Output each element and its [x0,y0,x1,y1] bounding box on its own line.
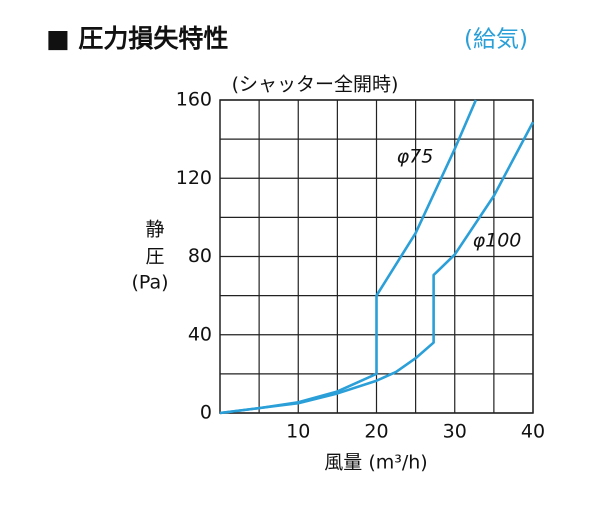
y-tick-label: 0 [200,402,212,424]
y-tick-label: 120 [176,167,212,189]
y-tick-label: 40 [188,323,212,345]
series-line [219,121,535,415]
y-axis-label: 圧 [145,246,164,268]
chart-subtitle: (給気) [464,27,528,53]
series-label: φ100 [473,230,522,252]
x-axis-label: 風量 (m³/h) [324,452,427,474]
annotation: (シャッター全開時) [232,74,399,96]
x-tick-label: 30 [443,421,467,443]
series-label: φ75 [397,146,434,168]
y-tick-label: 160 [176,89,212,111]
x-tick-label: 20 [364,421,388,443]
y-tick-label: 80 [188,245,212,267]
y-axis-label: 静 [145,219,164,241]
x-tick-label: 10 [286,421,310,443]
chart-title: ■ 圧力損失特性 [46,24,228,53]
x-tick-label: 40 [521,421,545,443]
y-axis-label: (Pa) [131,272,168,294]
